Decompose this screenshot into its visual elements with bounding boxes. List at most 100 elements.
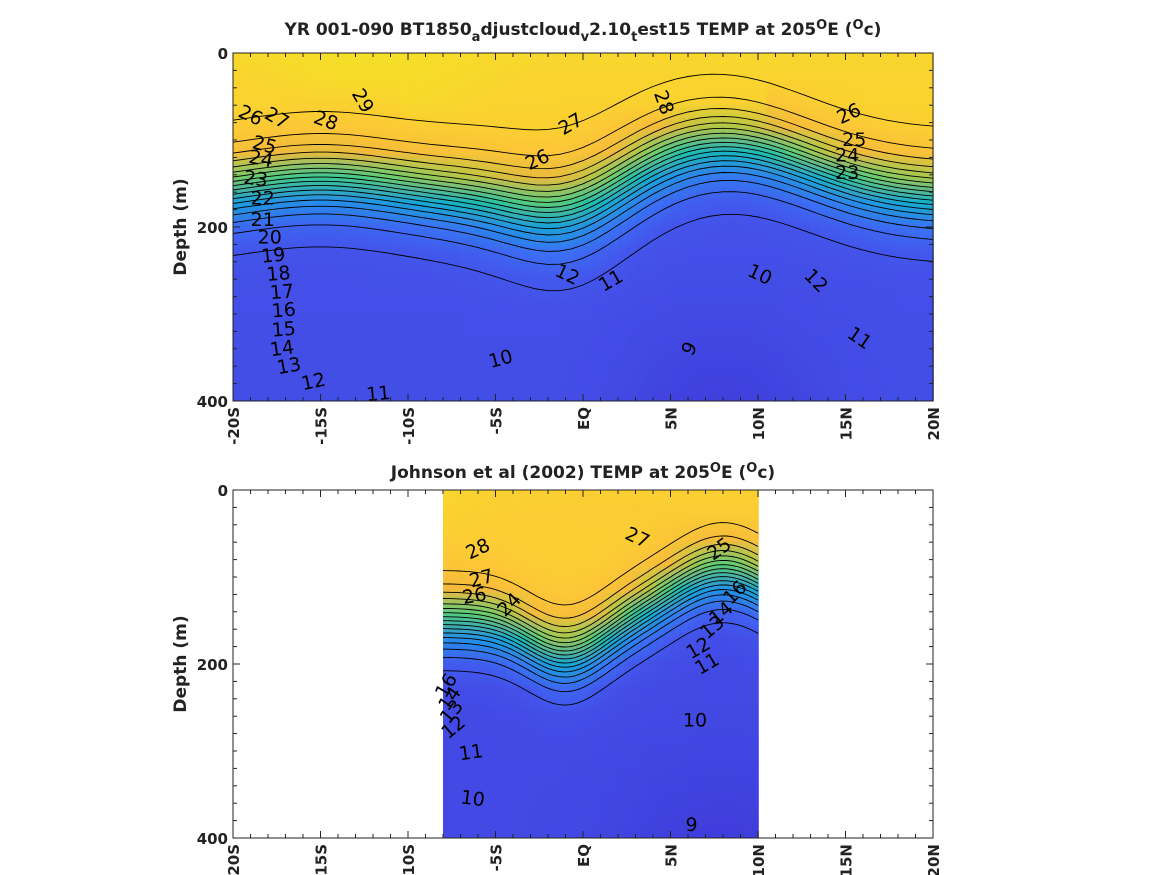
contour-line (232, 146, 934, 214)
contour-line (232, 160, 934, 230)
contour-line (442, 576, 759, 660)
field-strip (458, 490, 468, 838)
y-tick-label: 0 (218, 482, 228, 500)
field-strip (819, 53, 829, 401)
contour-label: 11 (457, 740, 484, 765)
contour-line (442, 559, 759, 644)
field-strip (710, 490, 720, 838)
x-tick-label: -5S (488, 407, 506, 434)
field-strip (863, 53, 873, 401)
field-strip (495, 53, 506, 401)
contour-label: 20 (258, 226, 282, 248)
x-tick-label: -5S (488, 844, 506, 871)
x-tick-label: -10S (400, 844, 418, 875)
y-tick-label: 200 (197, 219, 228, 237)
field-strip (504, 53, 514, 401)
contour-label: 26 (461, 583, 489, 609)
contour-label: 10 (459, 786, 486, 811)
contour-label: 24 (835, 145, 859, 167)
field-strip (828, 53, 838, 401)
field-strip (250, 53, 261, 401)
y-axis: 0 200 400 (197, 45, 933, 411)
field-strip (486, 53, 497, 401)
field-strip (731, 53, 742, 401)
field-strip (434, 53, 444, 401)
contour-line (442, 622, 759, 706)
contour-line (442, 594, 759, 678)
x-tick-label: -15S (313, 407, 331, 445)
field-strip (565, 53, 576, 401)
title-part: djustcloud (480, 20, 580, 40)
field-strip (373, 53, 383, 401)
field-strip (569, 490, 578, 838)
field-strip (294, 53, 304, 401)
contour-label: 13 (275, 353, 303, 379)
contour-line (232, 122, 934, 186)
field-strip (482, 490, 492, 838)
y-tick-label: 400 (197, 830, 228, 848)
field-strip (553, 490, 562, 838)
field-strip (695, 490, 704, 838)
x-axis: -20S -15S -10S -5S EQ 5N 10N 15N 20N (225, 53, 943, 445)
field-strip (338, 53, 348, 401)
field-strip (626, 53, 637, 401)
field-strip (793, 53, 803, 401)
field-strip (639, 490, 649, 838)
field-strip (644, 53, 654, 401)
contour-line (442, 580, 759, 664)
field-strip (268, 53, 278, 401)
contour-line (442, 543, 759, 627)
field-strip (408, 53, 418, 401)
field-strip (618, 53, 628, 401)
field-strip (474, 490, 484, 838)
field-strip (561, 490, 570, 838)
contour-label: 17 (269, 280, 295, 304)
contour-line (232, 191, 934, 265)
title-part: c) (757, 463, 775, 483)
field-strip (600, 53, 611, 401)
field-strip (624, 490, 633, 838)
field-strip (616, 490, 625, 838)
title-part: O (710, 461, 721, 476)
field-strip (635, 53, 646, 401)
title-part: O (746, 461, 757, 476)
field-strip (592, 490, 602, 838)
contour-line (442, 600, 759, 684)
field-strip (705, 53, 716, 401)
contour-label: 16 (271, 299, 297, 323)
field-strip (632, 490, 641, 838)
temperature-field (233, 53, 934, 401)
x-tick-label: EQ (575, 844, 593, 867)
contour-line (232, 96, 934, 157)
field-strip (679, 490, 688, 838)
contour-label: 15 (271, 318, 297, 342)
field-strip (460, 53, 471, 401)
field-strip (530, 53, 541, 401)
field-strip (671, 490, 681, 838)
title-part: E ( (827, 20, 852, 40)
contour-line (232, 137, 934, 203)
y-axis-label: Depth (m) (171, 615, 191, 712)
field-strip (836, 53, 847, 401)
x-tick-label: EQ (575, 407, 593, 430)
contour-line (232, 165, 934, 236)
field-strip (647, 490, 657, 838)
field-strip (259, 53, 269, 401)
contour-line (232, 73, 934, 131)
x-tick-label: 10N (750, 407, 768, 440)
contour-line (232, 132, 934, 198)
field-strip (443, 53, 453, 401)
field-strip (490, 490, 499, 838)
contour-line (442, 589, 759, 673)
title-part: v (581, 30, 590, 45)
field-strip (734, 490, 744, 838)
x-tick-label: -15S (313, 844, 331, 875)
contour-line (442, 608, 759, 693)
contour-label: 24 (247, 146, 275, 173)
contour-line (442, 522, 759, 606)
field-strip (758, 53, 768, 401)
chart-title: Johnson et al (2002) TEMP at 205OE (Oc) (390, 461, 775, 483)
field-strip (443, 490, 452, 838)
field-strip (311, 53, 322, 401)
